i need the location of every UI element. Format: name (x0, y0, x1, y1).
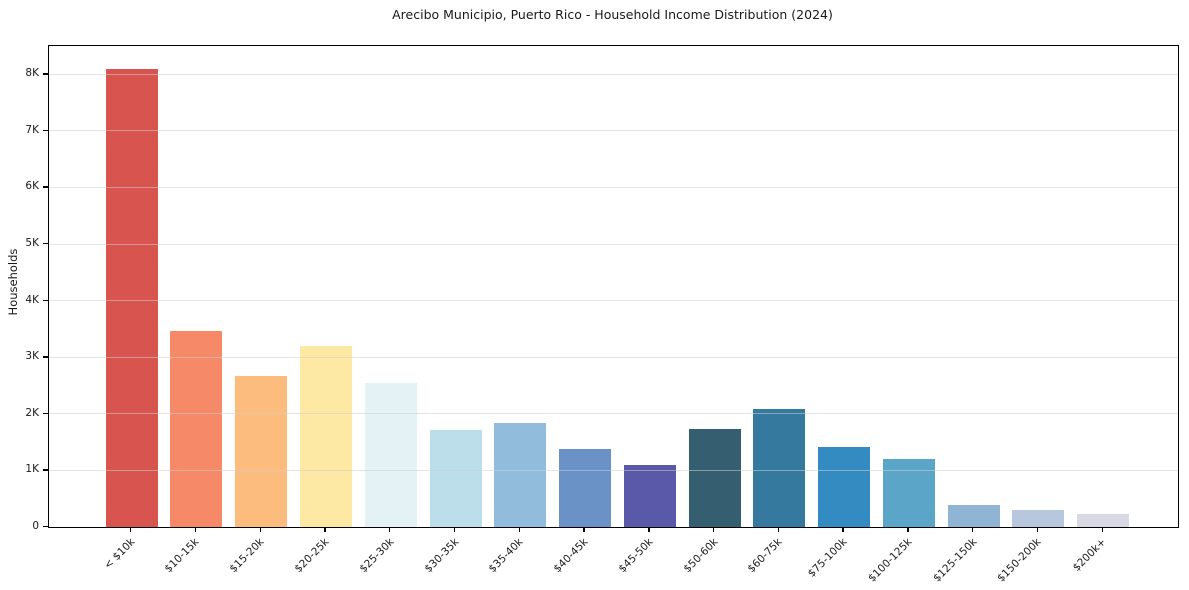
y-axis-tick (43, 356, 48, 358)
bar-$200k+ (1077, 514, 1130, 527)
x-axis-tick (1101, 527, 1103, 533)
bar-$20-25k (300, 346, 352, 527)
bar-< $10k (105, 68, 158, 527)
x-axis-tick (972, 527, 974, 533)
bar-$35-40k (494, 422, 547, 527)
gridline (49, 356, 1178, 358)
bar-$150-200k (1012, 510, 1065, 527)
bar-$30-35k (429, 429, 482, 527)
y-axis-tick (43, 73, 48, 75)
gridline (49, 300, 1178, 302)
bar-$100-125k (882, 458, 935, 527)
x-axis-tick (259, 527, 261, 533)
gridline (49, 243, 1178, 245)
bar-$40-45k (559, 449, 612, 527)
x-axis-tick (324, 527, 326, 533)
x-axis-tick (712, 527, 715, 533)
chart-title: Arecibo Municipio, Puerto Rico - Househo… (392, 7, 833, 22)
x-axis-tick (389, 527, 391, 533)
y-tick-label: 0 (32, 520, 39, 532)
bar-$10-15k (170, 330, 223, 527)
x-axis-tick (130, 527, 132, 533)
bar-$15-20k (235, 375, 288, 527)
gridline (49, 186, 1178, 188)
gridline (49, 469, 1178, 471)
y-axis-tick (43, 412, 48, 415)
y-axis-tick (43, 299, 48, 302)
x-axis-tick (907, 527, 909, 533)
bar-$50-60k (688, 428, 741, 527)
x-axis-tick (648, 527, 650, 533)
y-tick-label: 4K (25, 293, 39, 306)
y-tick-label: 2K (25, 406, 39, 419)
y-axis-label: Households (6, 248, 20, 316)
gridline (49, 130, 1178, 132)
y-tick-label: 7K (25, 123, 39, 136)
gridline (49, 413, 1178, 415)
y-axis-tick (43, 186, 48, 188)
x-axis-tick (842, 527, 844, 533)
x-tick-label: < $10k (101, 536, 138, 572)
x-axis-tick (194, 527, 197, 533)
y-tick-label: 3K (25, 350, 39, 363)
bar-$25-30k (364, 383, 417, 527)
y-tick-label: 6K (25, 180, 39, 193)
y-tick-label: 1K (25, 463, 39, 476)
x-axis-tick (518, 527, 520, 533)
bar-$125-150k (947, 504, 1000, 527)
x-axis-tick (453, 527, 456, 533)
bar-$75-100k (818, 446, 871, 527)
bar-$60-75k (753, 408, 806, 527)
gridline (49, 73, 1178, 75)
y-tick-label: 8K (25, 67, 39, 80)
y-axis-tick (43, 243, 48, 245)
x-axis-tick (1036, 527, 1039, 533)
y-axis-tick (43, 526, 48, 528)
y-axis-tick (43, 469, 48, 471)
bar-$45-50k (623, 465, 676, 527)
y-axis-tick (43, 129, 48, 132)
x-axis-tick (777, 527, 780, 533)
x-axis-tick (583, 527, 585, 533)
plot-area (48, 45, 1179, 528)
y-tick-label: 5K (25, 237, 39, 250)
